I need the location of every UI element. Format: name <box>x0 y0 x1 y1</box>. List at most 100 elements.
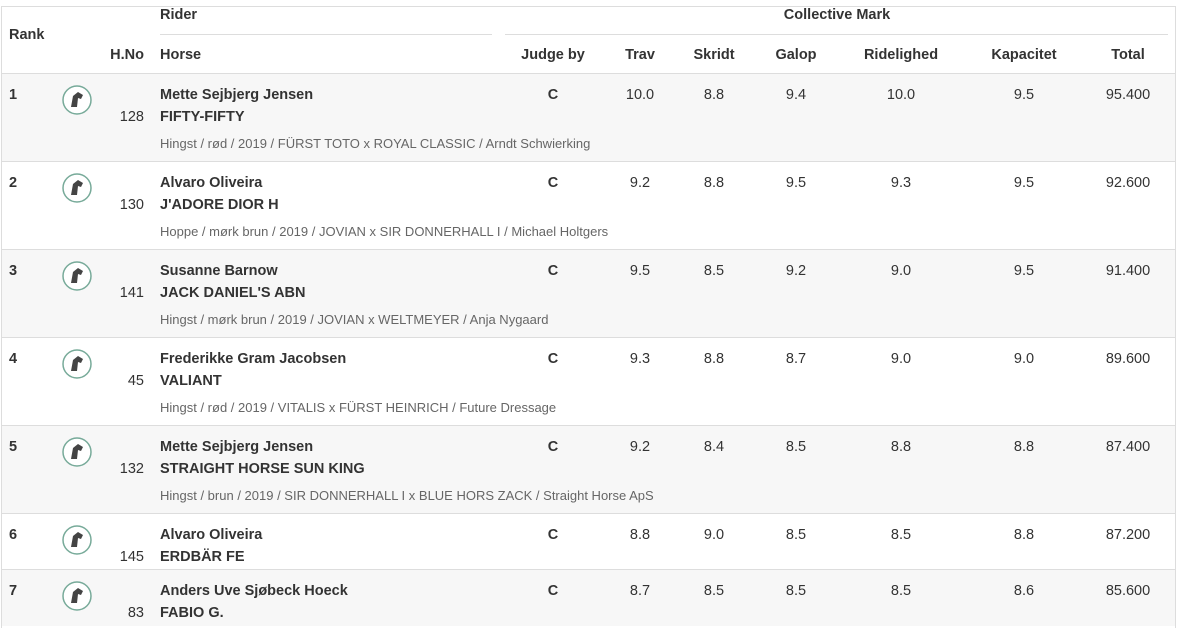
horse-name: STRAIGHT HORSE SUN KING <box>160 461 365 477</box>
score-kapacitet: 9.5 <box>1013 175 1035 191</box>
header-hno: H.No <box>110 47 144 63</box>
score-total: 85.600 <box>1105 583 1151 599</box>
score-kapacitet: 8.8 <box>1013 527 1035 543</box>
rider-name: Frederikke Gram Jacobsen <box>160 351 347 367</box>
rank: 5 <box>9 439 18 455</box>
score-galop: 9.4 <box>785 87 807 103</box>
horse-number: 45 <box>127 373 144 389</box>
club-logo <box>62 173 92 203</box>
club-logo <box>62 437 92 467</box>
score-trav: 9.2 <box>629 439 651 455</box>
score-kapacitet: 8.8 <box>1013 439 1035 455</box>
horse-name: FIFTY-FIFTY <box>160 109 245 125</box>
score-trav: 9.3 <box>629 351 651 367</box>
header-rider: Rider <box>160 7 198 23</box>
score-judge: C <box>547 583 559 599</box>
score-skridt: 8.8 <box>703 351 725 367</box>
score-ridelighed: 9.3 <box>890 175 912 191</box>
score-galop: 8.5 <box>785 583 807 599</box>
score-skridt: 8.4 <box>703 439 725 455</box>
score-judge: C <box>547 439 559 455</box>
table-row: 2 130 Alvaro Oliveira J'ADORE DIOR H Hoppe /… <box>2 161 1175 250</box>
score-judge: C <box>547 351 559 367</box>
table-row: 6 145 Alvaro Oliveira ERDBÄR FE C 8.8 9.0 8.5 8.… <box>2 513 1175 570</box>
score-total: 95.400 <box>1105 87 1151 103</box>
rank: 3 <box>9 263 18 279</box>
score-skridt: 8.8 <box>703 87 725 103</box>
left-border <box>1 6 2 628</box>
horse-name: JACK DANIEL'S ABN <box>160 285 306 301</box>
score-ridelighed: 8.5 <box>890 583 912 599</box>
score-trav: 8.8 <box>629 527 651 543</box>
score-trav: 9.5 <box>629 263 651 279</box>
horse-name: J'ADORE DIOR H <box>160 197 279 213</box>
score-skridt: 8.5 <box>703 263 725 279</box>
rank: 7 <box>9 583 18 599</box>
score-ridelighed: 9.0 <box>890 263 912 279</box>
score-galop: 9.2 <box>785 263 807 279</box>
score-total: 87.200 <box>1105 527 1151 543</box>
horse-number: 141 <box>119 285 144 301</box>
score-galop: 8.5 <box>785 439 807 455</box>
header-trav: Trav <box>625 47 655 63</box>
pedigree: Hingst / rød / 2019 / FÜRST TOTO x ROYAL… <box>160 136 591 151</box>
score-kapacitet: 9.5 <box>1013 87 1035 103</box>
score-judge: C <box>547 175 559 191</box>
score-total: 91.400 <box>1105 263 1151 279</box>
pedigree: Hingst / mørk brun / 2019 / JOVIAN x WEL… <box>160 312 549 327</box>
club-logo <box>62 525 92 555</box>
horse-number: 145 <box>119 549 144 565</box>
pedigree: Hingst / brun / 2019 / SIR DONNERHALL I … <box>160 488 654 503</box>
club-logo <box>62 85 92 115</box>
rider-name: Anders Uve Sjøbeck Hoeck <box>160 583 348 599</box>
rider-name: Mette Sejbjerg Jensen <box>160 439 314 455</box>
header-ridelighed: Ridelighed <box>863 47 939 63</box>
score-trav: 10.0 <box>625 87 655 103</box>
header-kapacitet: Kapacitet <box>991 47 1057 63</box>
header-galop: Galop <box>775 47 817 63</box>
score-judge: C <box>547 527 559 543</box>
header-judge: Judge by <box>521 47 585 63</box>
score-total: 92.600 <box>1105 175 1151 191</box>
header-horse: Horse <box>160 47 202 63</box>
score-galop: 8.7 <box>785 351 807 367</box>
club-logo <box>62 261 92 291</box>
header-rank: Rank <box>9 27 45 43</box>
header-total: Total <box>1111 47 1145 63</box>
table-row: 1 128 Mette Sejbjerg Jensen FIFTY-FIFTY Hing… <box>2 73 1175 162</box>
score-skridt: 8.5 <box>703 583 725 599</box>
right-border <box>1175 6 1176 628</box>
club-logo <box>62 349 92 379</box>
table-row: 7 83 Anders Uve Sjøbeck Hoeck FABIO G. C 8.7 8… <box>2 569 1175 626</box>
score-ridelighed: 10.0 <box>886 87 916 103</box>
collective-rule <box>505 34 1168 35</box>
pedigree: Hingst / rød / 2019 / VITALIS x FÜRST HE… <box>160 400 557 415</box>
header-skridt: Skridt <box>693 47 735 63</box>
score-judge: C <box>547 87 559 103</box>
rank: 6 <box>9 527 18 543</box>
rank: 2 <box>9 175 18 191</box>
top-border <box>2 6 1175 7</box>
rider-rule <box>160 34 492 35</box>
score-trav: 9.2 <box>629 175 651 191</box>
score-total: 87.400 <box>1105 439 1151 455</box>
rider-name: Susanne Barnow <box>160 263 278 279</box>
header-collective: Collective Mark <box>783 7 891 23</box>
score-kapacitet: 8.6 <box>1013 583 1035 599</box>
score-ridelighed: 9.0 <box>890 351 912 367</box>
rank: 4 <box>9 351 18 367</box>
horse-number: 128 <box>119 109 144 125</box>
club-logo <box>62 581 92 611</box>
table-row: 3 141 Susanne Barnow JACK DANIEL'S ABN Hings… <box>2 249 1175 338</box>
score-galop: 9.5 <box>785 175 807 191</box>
horse-name: FABIO G. <box>160 605 224 621</box>
table-row: 4 45 Frederikke Gram Jacobsen VALIANT Hingst… <box>2 337 1175 426</box>
score-kapacitet: 9.0 <box>1013 351 1035 367</box>
horse-name: ERDBÄR FE <box>160 549 245 565</box>
score-judge: C <box>547 263 559 279</box>
score-galop: 8.5 <box>785 527 807 543</box>
horse-number: 132 <box>119 461 144 477</box>
horse-number: 83 <box>127 605 144 621</box>
score-trav: 8.7 <box>629 583 651 599</box>
